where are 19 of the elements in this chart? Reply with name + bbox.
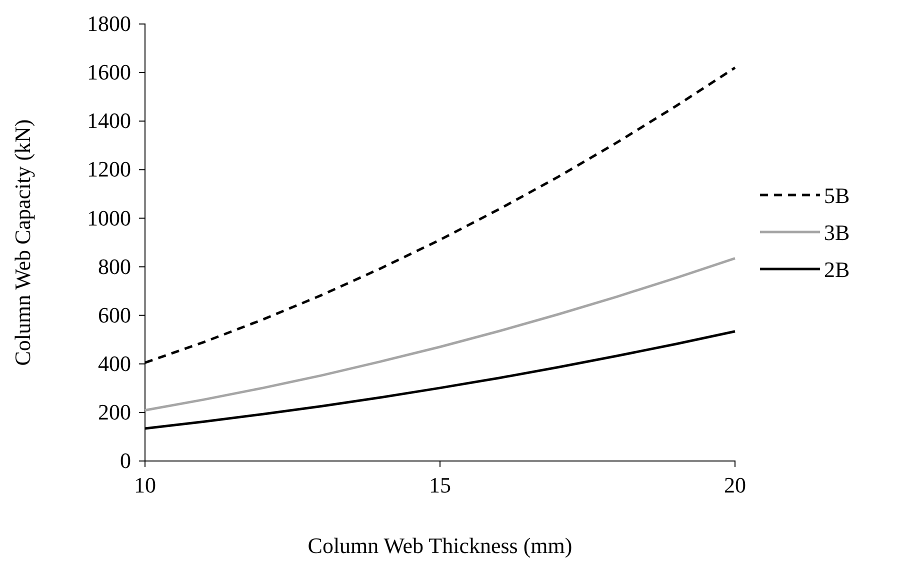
y-tick-label: 1200 bbox=[87, 156, 131, 182]
y-tick-label: 1000 bbox=[87, 205, 131, 230]
x-tick-label: 10 bbox=[134, 472, 156, 498]
legend-label: 2B bbox=[824, 257, 850, 282]
y-axis-title: Column Web Capacity (kN) bbox=[10, 119, 35, 366]
legend-label: 3B bbox=[824, 220, 850, 245]
x-tick-label: 15 bbox=[429, 472, 451, 498]
x-axis-title: Column Web Thickness (mm) bbox=[308, 533, 572, 558]
y-tick-label: 1600 bbox=[87, 60, 131, 85]
y-tick-label: 200 bbox=[98, 399, 131, 424]
y-tick-label: 800 bbox=[98, 254, 131, 279]
y-tick-label: 400 bbox=[98, 350, 131, 376]
line-series bbox=[144, 257, 736, 412]
y-tick-label: 1800 bbox=[87, 11, 131, 36]
x-tick-label: 20 bbox=[724, 472, 746, 498]
y-tick-label: 0 bbox=[120, 448, 131, 474]
y-tick-label: 600 bbox=[98, 302, 131, 328]
y-tick-label: 1400 bbox=[87, 108, 131, 134]
legend-label: 5B bbox=[824, 183, 850, 208]
